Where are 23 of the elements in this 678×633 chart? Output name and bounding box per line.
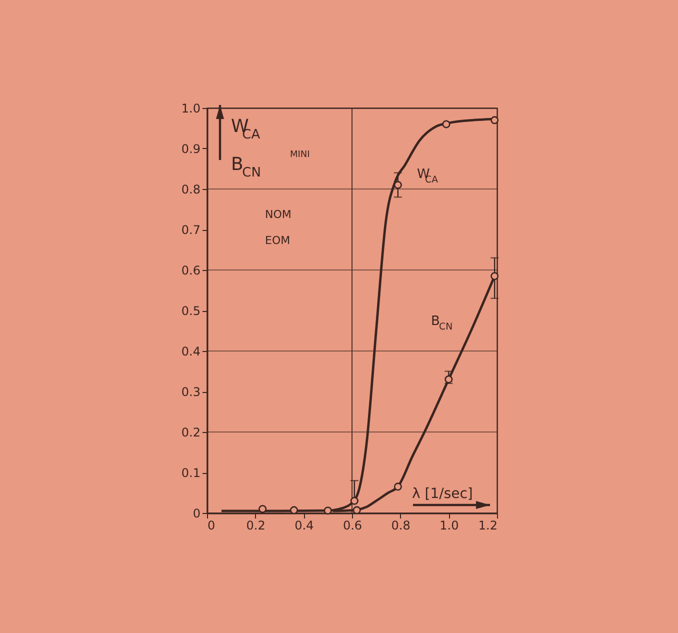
- y-tick-label: 1.0: [181, 102, 200, 116]
- y-tick-label: 0.7: [181, 223, 200, 237]
- x-axis-title: λ [1/sec]: [412, 486, 473, 502]
- x-tick-label: 0: [208, 518, 216, 532]
- y-tick-label: 0: [192, 506, 200, 520]
- x-tick-label: 1.2: [478, 518, 498, 532]
- x-tick-label: 1.0: [440, 518, 459, 532]
- x-tick-label: 0.4: [294, 518, 314, 532]
- series-label: WCA: [417, 167, 439, 186]
- x-tick-label: 0.8: [391, 518, 410, 532]
- y-tick-label: 0.3: [181, 385, 200, 399]
- y-tick-label: 0.5: [181, 304, 200, 318]
- x-tick-label: 0.6: [342, 518, 362, 532]
- annotation: MINI: [290, 150, 310, 160]
- y-tick-label: 0.2: [181, 426, 200, 440]
- annotation: NOM: [265, 208, 292, 221]
- y-tick-label: 0.1: [181, 466, 200, 480]
- y-tick-label: 0.4: [181, 344, 200, 358]
- annotation: EOM: [265, 234, 290, 247]
- y-tick-label: 0.8: [181, 182, 200, 196]
- y-tick-label: 0.6: [181, 264, 200, 278]
- x-tick-label: 0.2: [246, 518, 266, 532]
- y-tick-label: 0.9: [181, 142, 200, 156]
